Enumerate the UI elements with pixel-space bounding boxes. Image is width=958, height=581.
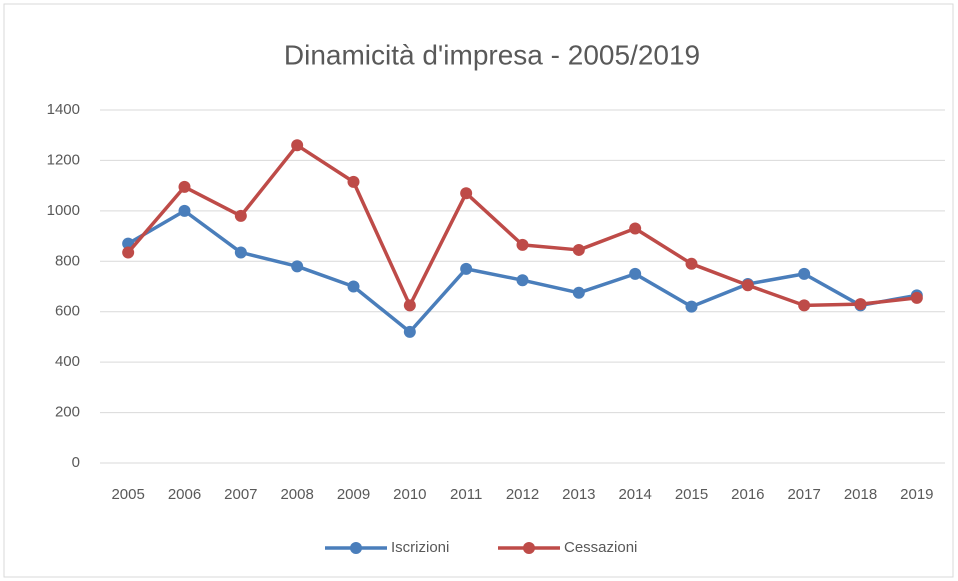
- legend-label: Cessazioni: [564, 539, 637, 556]
- point: [460, 262, 473, 275]
- x-tick-label: 2012: [506, 486, 539, 503]
- y-tick-label: 1200: [47, 151, 80, 168]
- chart-frame: [3, 3, 954, 578]
- x-tick-label: 2014: [618, 486, 651, 503]
- legend-marker: [350, 542, 362, 554]
- y-tick-label: 1000: [47, 202, 80, 219]
- point: [234, 209, 247, 222]
- point: [291, 260, 304, 273]
- x-tick-label: 2018: [844, 486, 877, 503]
- point: [234, 246, 247, 259]
- point: [798, 299, 811, 312]
- point: [122, 246, 135, 259]
- chart-title: Dinamicità d'impresa - 2005/2019: [284, 39, 700, 70]
- point: [403, 325, 416, 338]
- point: [685, 257, 698, 270]
- point: [629, 267, 642, 280]
- x-tick-label: 2016: [731, 486, 764, 503]
- y-tick-label: 600: [55, 303, 80, 320]
- y-tick-label: 800: [55, 252, 80, 269]
- y-tick-label: 1400: [47, 101, 80, 118]
- point: [910, 291, 923, 304]
- x-tick-label: 2009: [337, 486, 370, 503]
- point: [516, 238, 529, 251]
- x-tick-label: 2015: [675, 486, 708, 503]
- y-tick-label: 400: [55, 353, 80, 370]
- legend-label: Iscrizioni: [391, 539, 449, 556]
- y-tick-label: 0: [72, 454, 80, 471]
- point: [798, 267, 811, 280]
- point: [291, 139, 304, 152]
- point: [629, 222, 642, 235]
- x-tick-label: 2006: [168, 486, 201, 503]
- y-tick-label: 200: [55, 404, 80, 421]
- x-tick-label: 2019: [900, 486, 933, 503]
- point: [347, 175, 360, 188]
- x-tick-label: 2013: [562, 486, 595, 503]
- legend-marker: [523, 542, 535, 554]
- point: [178, 180, 191, 193]
- x-tick-label: 2007: [224, 486, 257, 503]
- point: [516, 274, 529, 287]
- x-tick-label: 2010: [393, 486, 426, 503]
- point: [685, 300, 698, 313]
- point: [178, 204, 191, 217]
- point: [572, 243, 585, 256]
- x-tick-label: 2008: [280, 486, 313, 503]
- point: [741, 279, 754, 292]
- x-tick-label: 2011: [450, 486, 482, 503]
- point: [854, 298, 867, 311]
- x-tick-label: 2017: [787, 486, 820, 503]
- point: [347, 280, 360, 293]
- point: [460, 187, 473, 200]
- point: [403, 299, 416, 312]
- point: [572, 286, 585, 299]
- x-tick-label: 2005: [111, 486, 144, 503]
